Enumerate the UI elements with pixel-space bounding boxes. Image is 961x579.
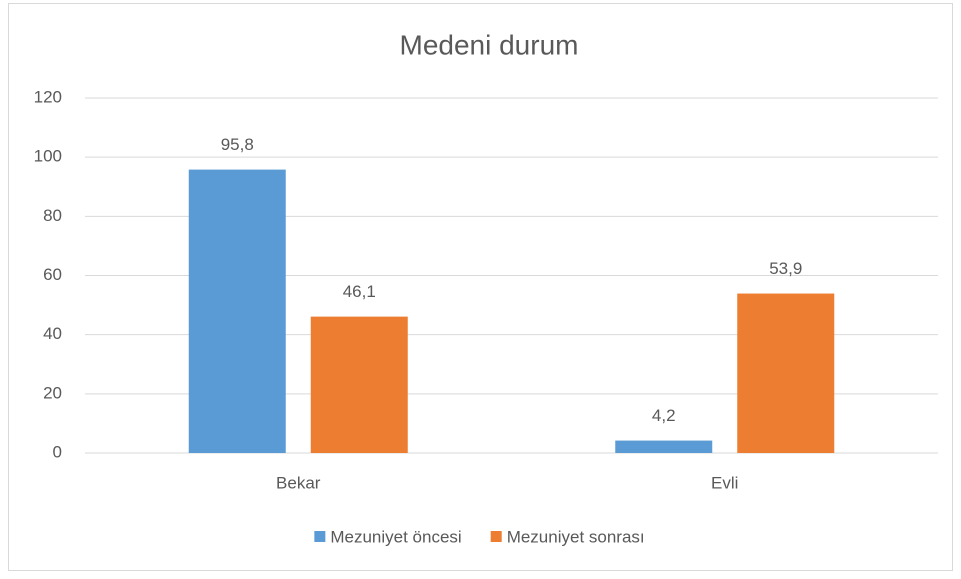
legend-label: Mezuniyet sonrası xyxy=(507,527,645,546)
bar xyxy=(188,169,286,453)
bar xyxy=(310,316,408,453)
bar xyxy=(615,440,713,453)
data-label: 4,2 xyxy=(652,406,676,425)
bar xyxy=(737,293,835,453)
chart-title: Medeni durum xyxy=(400,29,579,60)
x-tick-label: Evli xyxy=(711,473,738,492)
legend-swatch xyxy=(314,531,326,542)
y-tick-label: 0 xyxy=(53,442,62,461)
y-tick-label: 40 xyxy=(43,324,62,343)
chart-border xyxy=(8,3,953,571)
y-tick-label: 80 xyxy=(43,206,62,225)
legend-label: Mezuniyet öncesi xyxy=(330,527,461,546)
data-label: 53,9 xyxy=(769,259,802,278)
y-tick-label: 100 xyxy=(34,147,62,166)
y-tick-label: 120 xyxy=(34,87,62,106)
legend-swatch xyxy=(490,531,502,542)
data-label: 46,1 xyxy=(343,282,376,301)
data-label: 95,8 xyxy=(221,135,254,154)
x-tick-label: Bekar xyxy=(276,473,321,492)
y-tick-label: 20 xyxy=(43,383,62,402)
y-tick-label: 60 xyxy=(43,265,62,284)
